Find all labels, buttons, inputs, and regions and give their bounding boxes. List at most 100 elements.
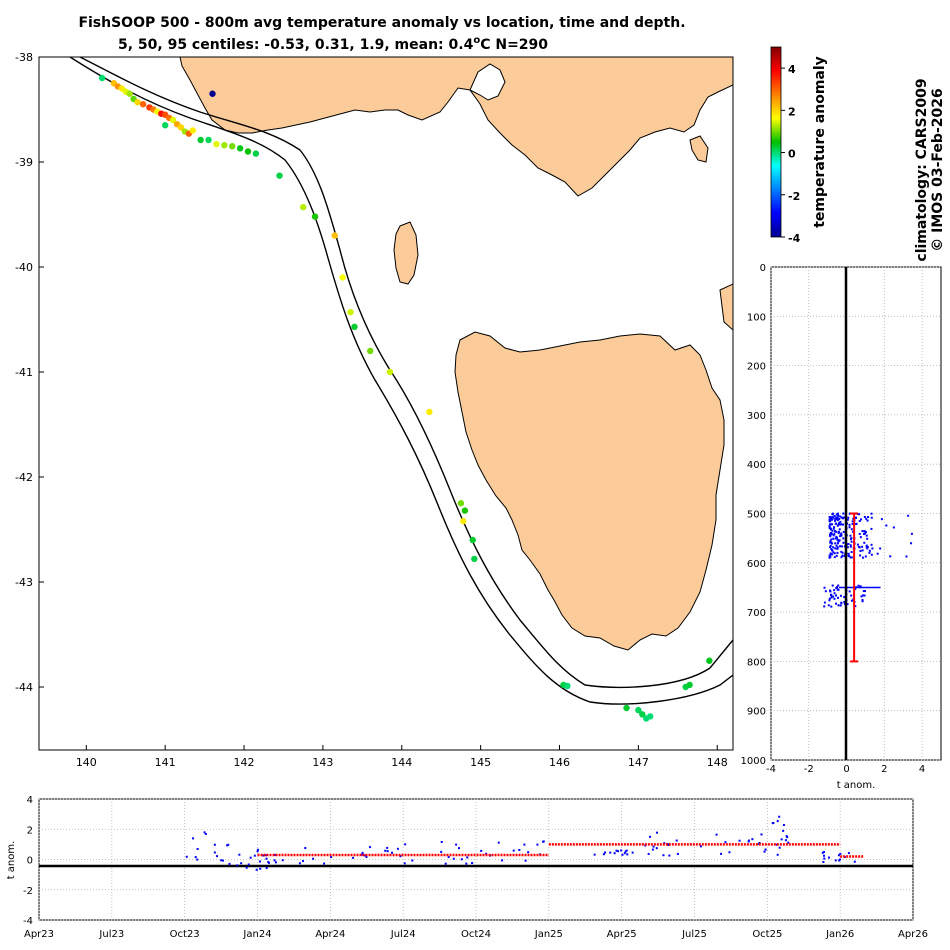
time-panel: Apr23 Jul23 Oct23 Jan24 Apr24 Jul24 Oct24 Jan25… bbox=[6, 795, 928, 940]
time-point bbox=[262, 854, 265, 857]
time-point bbox=[676, 852, 679, 855]
depth-point bbox=[876, 552, 879, 555]
depth-point bbox=[866, 547, 869, 550]
depth-x-tick-label: 4 bbox=[919, 764, 925, 775]
depth-point bbox=[848, 590, 851, 593]
time-point bbox=[216, 855, 219, 858]
depth-point bbox=[829, 527, 832, 530]
time-point bbox=[480, 849, 483, 852]
time-point bbox=[782, 829, 785, 832]
depth-point bbox=[839, 594, 842, 597]
time-point bbox=[281, 859, 284, 862]
depth-point bbox=[854, 516, 857, 519]
time-point bbox=[760, 833, 763, 836]
time-point bbox=[621, 853, 624, 856]
depth-point bbox=[862, 590, 865, 593]
depth-point bbox=[837, 530, 840, 533]
map-point bbox=[471, 555, 478, 563]
time-point bbox=[772, 822, 775, 825]
time-point bbox=[404, 843, 407, 846]
colorbar-tick-label: 2 bbox=[788, 105, 796, 118]
map-y-tick-label: -43 bbox=[15, 576, 33, 589]
depth-point bbox=[848, 523, 851, 526]
time-point bbox=[440, 850, 443, 853]
depth-point bbox=[833, 592, 836, 595]
depth-point bbox=[840, 550, 843, 553]
time-point bbox=[662, 854, 665, 857]
map-point bbox=[244, 148, 252, 155]
time-point bbox=[194, 856, 197, 859]
time-point bbox=[265, 867, 268, 870]
time-point bbox=[787, 841, 790, 844]
time-point bbox=[403, 862, 406, 865]
time-point bbox=[238, 853, 241, 856]
depth-point bbox=[840, 523, 843, 526]
map-point bbox=[623, 704, 630, 712]
time-point bbox=[778, 846, 781, 849]
depth-point bbox=[835, 594, 838, 597]
time-point bbox=[227, 843, 230, 846]
depth-point bbox=[870, 553, 873, 556]
depth-point bbox=[831, 529, 834, 532]
time-point bbox=[763, 850, 766, 853]
depth-point bbox=[823, 601, 826, 604]
depth-point bbox=[828, 525, 831, 528]
time-point bbox=[460, 858, 463, 861]
depth-point bbox=[859, 536, 862, 539]
depth-point bbox=[824, 590, 827, 593]
depth-point bbox=[830, 605, 833, 608]
time-x-tick-label: Jan24 bbox=[242, 929, 271, 940]
depth-point bbox=[832, 516, 835, 519]
depth-point bbox=[843, 596, 846, 599]
time-x-tick-label: Jul25 bbox=[681, 929, 707, 940]
depth-y-tick-label: 100 bbox=[747, 312, 766, 323]
depth-point bbox=[865, 544, 868, 547]
time-point bbox=[666, 843, 669, 846]
time-point bbox=[699, 845, 702, 848]
depth-point bbox=[833, 530, 836, 533]
depth-point bbox=[838, 523, 841, 526]
depth-point bbox=[860, 595, 863, 598]
time-point bbox=[827, 856, 830, 859]
depth-point bbox=[849, 556, 852, 559]
depth-point bbox=[849, 534, 852, 537]
depth-y-tick-label: 300 bbox=[747, 411, 766, 422]
depth-point bbox=[838, 517, 841, 520]
time-x-tick-label: Jan25 bbox=[534, 929, 563, 940]
time-point bbox=[536, 843, 539, 846]
depth-point bbox=[889, 555, 892, 558]
depth-mean-bar bbox=[850, 512, 859, 663]
time-point bbox=[369, 846, 372, 849]
depth-point bbox=[892, 526, 895, 529]
depth-point bbox=[864, 532, 867, 535]
map-y-tick-label: -41 bbox=[15, 366, 33, 379]
map-y-tick-label: -44 bbox=[15, 681, 33, 694]
depth-point bbox=[833, 552, 836, 555]
colorbar-tick-label: 4 bbox=[788, 63, 796, 76]
depth-point bbox=[862, 594, 865, 597]
depth-point bbox=[871, 547, 874, 550]
time-point bbox=[631, 851, 634, 854]
depth-point bbox=[868, 551, 871, 554]
time-point bbox=[786, 836, 789, 839]
depth-point bbox=[829, 516, 832, 519]
time-point bbox=[249, 856, 252, 859]
map-point bbox=[205, 136, 212, 144]
map-point bbox=[134, 98, 141, 106]
depth-point bbox=[861, 556, 864, 559]
time-point bbox=[613, 852, 616, 855]
depth-point bbox=[830, 541, 833, 544]
time-point bbox=[518, 848, 521, 851]
time-point bbox=[542, 840, 545, 843]
depth-point bbox=[866, 537, 869, 540]
time-x-tick-label: Apr25 bbox=[607, 929, 637, 940]
depth-point bbox=[861, 530, 864, 533]
depth-point bbox=[847, 554, 850, 557]
depth-point bbox=[851, 520, 854, 523]
depth-point bbox=[829, 589, 832, 592]
depth-point bbox=[850, 528, 853, 531]
map-x-tick-label: 146 bbox=[549, 756, 570, 769]
time-y-tick-label: -2 bbox=[23, 886, 33, 897]
depth-point bbox=[828, 599, 831, 602]
depth-point bbox=[849, 544, 852, 547]
